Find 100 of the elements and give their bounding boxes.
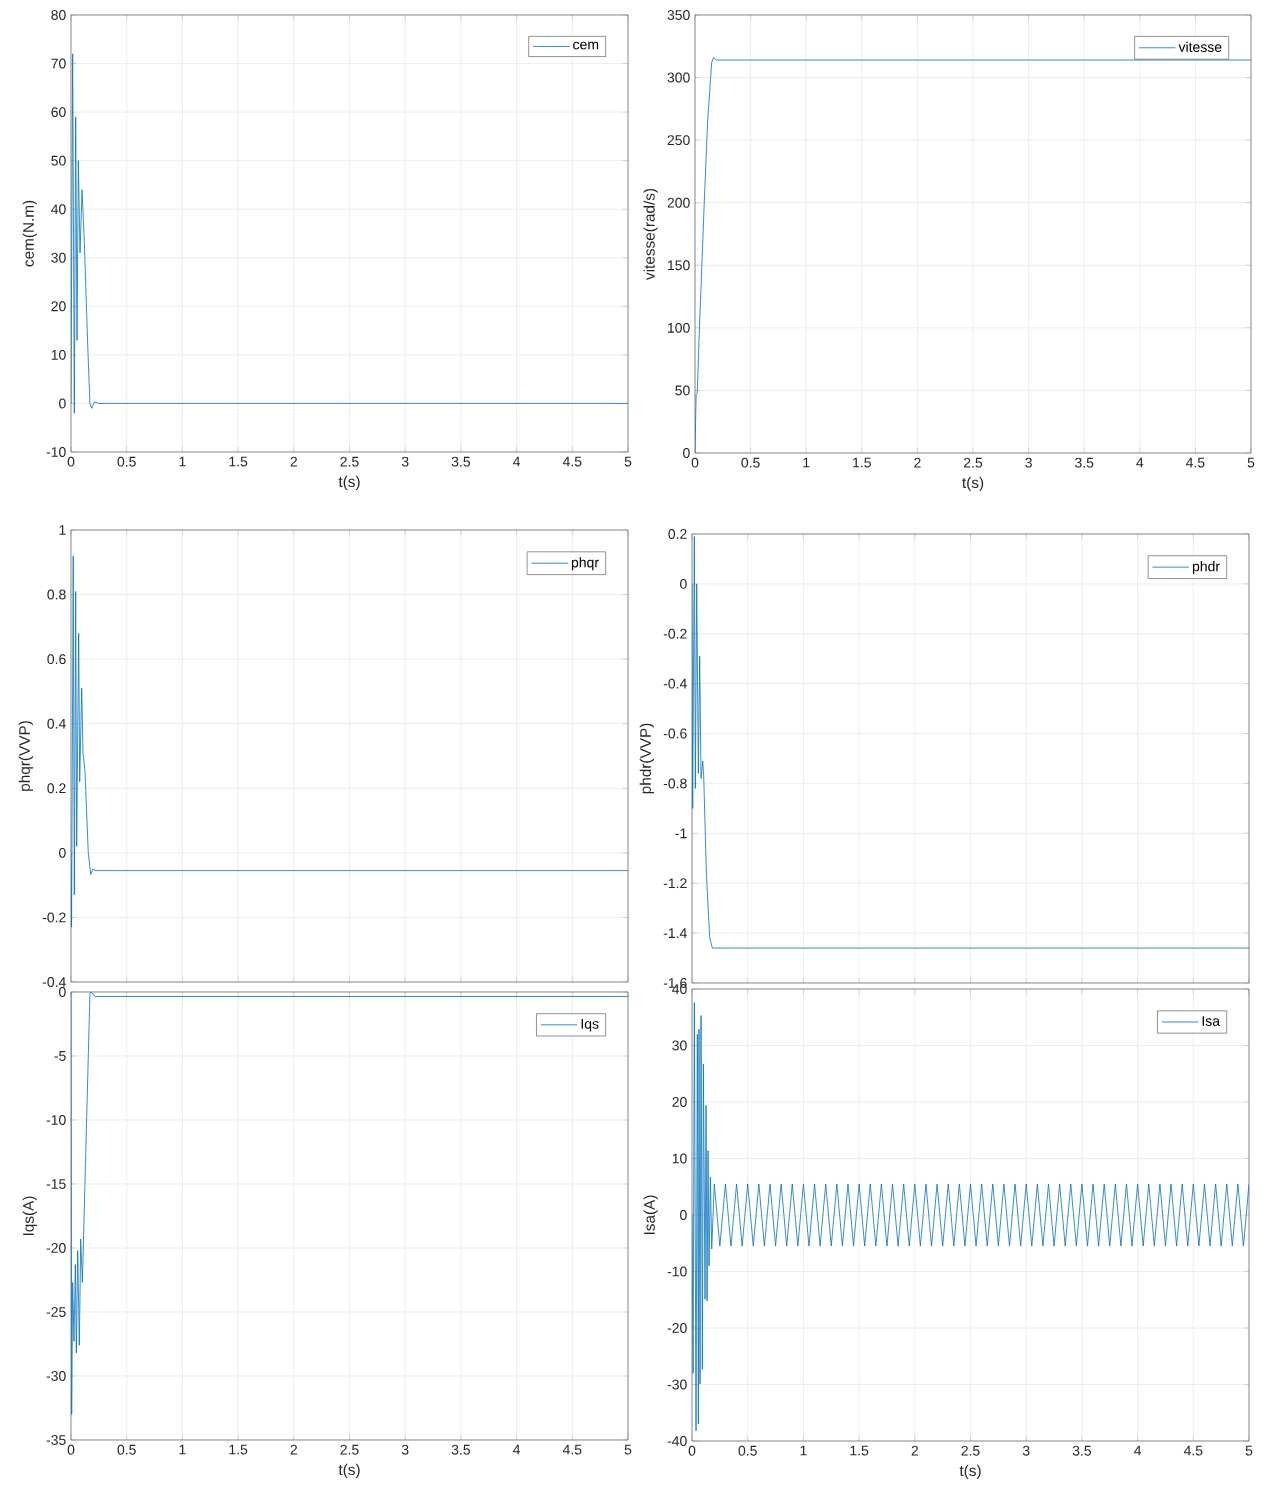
y-tick-label: -10 <box>667 1266 687 1277</box>
y-tick-label: -0.2 <box>42 912 66 923</box>
y-axis-title: Iqs(A) <box>22 1196 37 1236</box>
x-tick-label: 2.5 <box>961 1445 980 1456</box>
x-tick-label: 2 <box>290 456 297 467</box>
y-tick-label: 30 <box>672 1040 687 1051</box>
y-tick-label: -0.4 <box>42 977 66 987</box>
y-tick-label: 1 <box>59 525 66 535</box>
x-tick-label: 0.5 <box>117 456 136 467</box>
y-tick-label: -35 <box>46 1435 66 1445</box>
y-tick-label: 0 <box>680 578 687 589</box>
x-tick-label: 3.5 <box>451 1444 471 1455</box>
x-tick-label: 4.5 <box>1186 457 1205 468</box>
x-tick-label: 0 <box>691 457 699 468</box>
y-tick-label: -1 <box>675 828 687 839</box>
y-tick-label: 50 <box>51 155 66 166</box>
x-tick-label: 4 <box>513 456 521 467</box>
x-tick-label: 4.5 <box>562 456 582 467</box>
x-axis-title: t(s) <box>338 475 360 491</box>
x-tick-label: 4.5 <box>562 1444 582 1455</box>
y-tick-label: -0.4 <box>663 678 687 689</box>
y-tick-label: 150 <box>668 260 690 271</box>
legend-label: phdr <box>1192 561 1220 575</box>
legend-label: Isa <box>1202 1016 1221 1026</box>
x-tick-label: 3 <box>1022 1445 1030 1456</box>
x-tick-label: 5 <box>1247 457 1255 468</box>
y-tick-label: 30 <box>51 252 66 263</box>
x-tick-label: 2 <box>290 1444 297 1455</box>
y-tick-label: 20 <box>672 1097 687 1107</box>
y-tick-label: 20 <box>51 301 66 312</box>
y-tick-label: -20 <box>46 1243 66 1253</box>
x-tick-label: 3 <box>401 456 409 467</box>
y-tick-label: 100 <box>668 322 690 333</box>
x-tick-label: 5 <box>624 456 632 467</box>
y-tick-label: 0.4 <box>47 718 66 729</box>
x-tick-label: 0 <box>67 456 75 467</box>
x-tick-label: 3 <box>1025 457 1032 468</box>
y-axis-title: phqr(VVP) <box>18 721 34 791</box>
y-axis-title: vitesse(rad/s) <box>643 188 658 280</box>
y-tick-label: -30 <box>46 1371 66 1381</box>
y-tick-label: 0 <box>59 398 66 409</box>
x-tick-label: 4 <box>513 1444 521 1455</box>
x-tick-label: 2.5 <box>340 456 359 467</box>
y-tick-label: 0 <box>59 847 66 858</box>
x-tick-label: 0 <box>67 1444 75 1455</box>
y-tick-label: -10 <box>46 447 66 457</box>
y-tick-label: -20 <box>667 1323 687 1333</box>
y-tick-label: 350 <box>667 10 690 20</box>
y-tick-label: -1.2 <box>663 878 687 889</box>
y-tick-label: 0.8 <box>47 589 66 600</box>
y-axis-title: Isa(A) <box>643 1195 658 1235</box>
y-tick-label: 0 <box>680 1210 687 1220</box>
x-tick-label: 2 <box>914 457 921 468</box>
y-tick-label: -1.4 <box>663 928 687 938</box>
x-tick-label: 0.5 <box>117 1444 136 1455</box>
x-tick-label: 4 <box>1136 457 1144 468</box>
x-tick-label: 1.5 <box>229 456 248 467</box>
x-tick-label: 0.5 <box>738 1445 757 1456</box>
line-series <box>692 536 1250 949</box>
x-tick-label: 3 <box>401 1444 409 1455</box>
y-tick-label: 0 <box>59 987 66 997</box>
y-tick-label: -0.6 <box>663 728 687 739</box>
x-tick-label: 1.5 <box>229 1444 248 1455</box>
x-tick-label: 5 <box>1245 1445 1253 1456</box>
line-series <box>71 53 628 414</box>
y-tick-label: 200 <box>667 197 690 208</box>
y-tick-label: 50 <box>675 385 690 396</box>
y-tick-label: 0.2 <box>668 529 687 539</box>
y-tick-label: 60 <box>51 107 66 118</box>
y-tick-label: 80 <box>51 10 66 20</box>
x-tick-label: 4.5 <box>1183 1445 1203 1456</box>
x-tick-label: 1.5 <box>850 1445 869 1456</box>
x-tick-label: 1 <box>179 1444 186 1455</box>
y-tick-label: -5 <box>54 1051 66 1061</box>
y-tick-label: 300 <box>667 72 690 83</box>
x-tick-label: 2.5 <box>964 457 983 468</box>
y-tick-label: 10 <box>672 1153 687 1164</box>
y-tick-label: 0.2 <box>47 783 66 794</box>
y-tick-label: 0 <box>683 448 690 458</box>
y-tick-label: -30 <box>667 1379 687 1390</box>
x-tick-label: 1.5 <box>853 457 871 468</box>
x-tick-label: 4 <box>1134 1445 1142 1456</box>
y-axis-title: phdr(VVP) <box>639 723 655 794</box>
x-tick-label: 3.5 <box>1072 1445 1092 1456</box>
x-tick-label: 3.5 <box>451 456 471 467</box>
x-tick-label: 1 <box>179 456 186 467</box>
x-tick-label: 2.5 <box>340 1444 359 1455</box>
legend-label: phqr <box>571 557 599 571</box>
x-tick-label: 5 <box>624 1444 632 1455</box>
x-tick-label: 1 <box>803 457 810 468</box>
x-axis-title: t(s) <box>338 1463 360 1479</box>
x-tick-label: 3.5 <box>1075 457 1094 468</box>
y-tick-label: 70 <box>51 58 66 69</box>
y-tick-label: -0.8 <box>663 778 687 789</box>
y-tick-label: -40 <box>667 1436 687 1446</box>
legend-label: vitesse <box>1178 41 1222 53</box>
y-tick-label: 0.6 <box>47 654 66 665</box>
y-axis-title: cem(N.m) <box>22 200 37 267</box>
x-tick-label: 1 <box>800 1445 807 1456</box>
y-tick-label: -15 <box>46 1179 66 1189</box>
